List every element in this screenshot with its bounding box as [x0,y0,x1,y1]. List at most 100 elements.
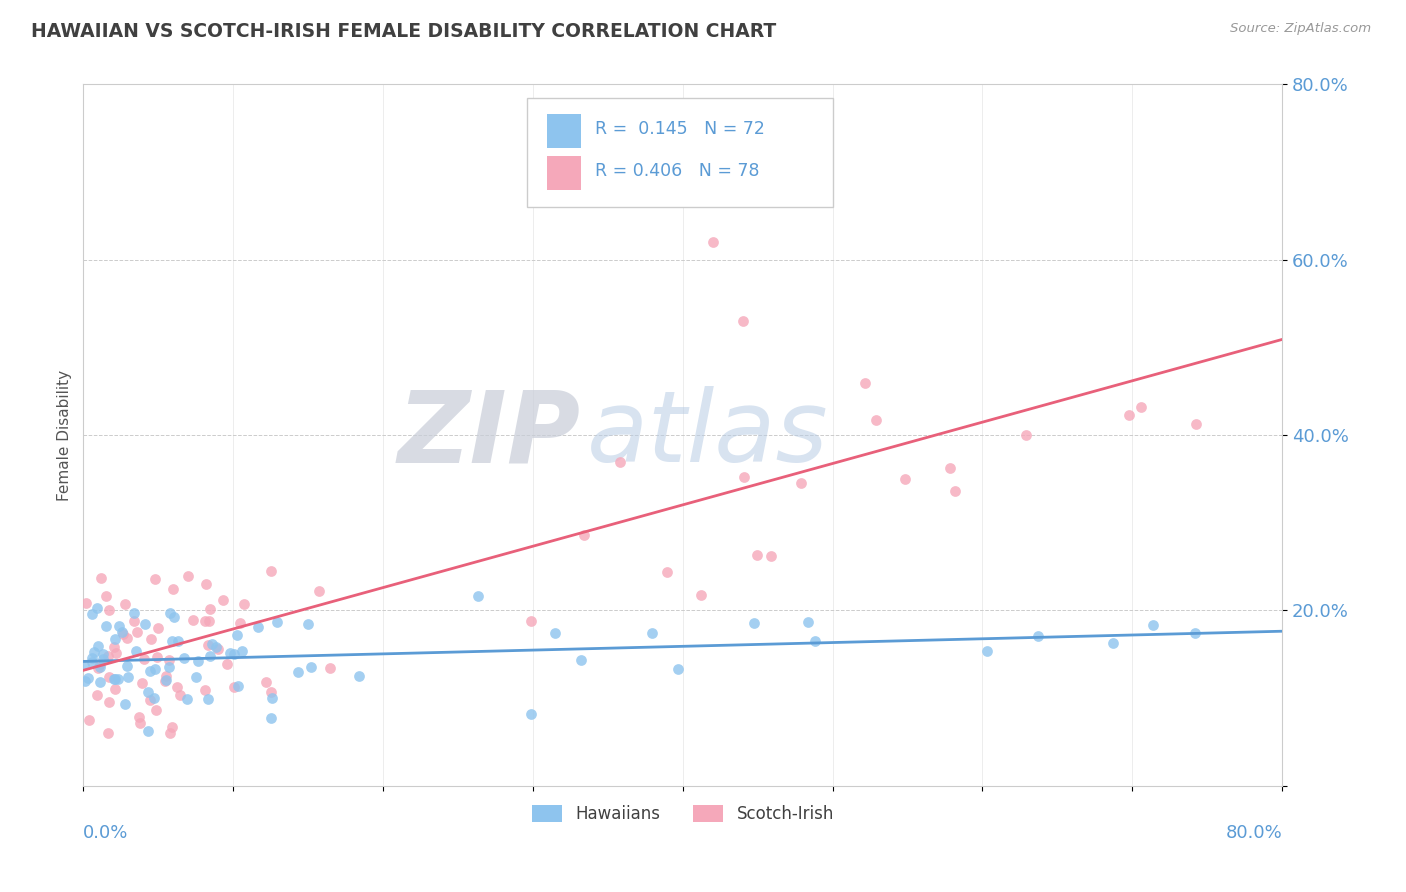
Point [111,625,134,640]
Point [193,683,215,698]
Point [80,650,103,665]
FancyBboxPatch shape [527,98,832,207]
Point [114,697,136,711]
Point [91,652,114,666]
Point [104,682,127,697]
Point [195,577,218,591]
Point [176,692,198,706]
Point [155,673,177,688]
Point [148,621,170,635]
Point [76,671,98,685]
Point [166,634,188,648]
Point [86,600,108,615]
Point [141,632,163,647]
Point [111,627,134,641]
Point [347,669,370,683]
Point [89,657,111,672]
Point [790,476,813,491]
Point [894,472,917,486]
Point [159,726,181,740]
Point [157,660,180,674]
Text: R =  0.145   N = 72: R = 0.145 N = 72 [595,120,765,137]
Point [733,469,755,483]
Point [855,376,877,390]
Point [666,662,689,676]
Point [233,597,256,611]
Point [136,685,159,699]
Point [114,597,136,611]
Point [86,688,108,702]
Point [1130,400,1153,414]
Point [160,633,183,648]
Point [136,723,159,738]
Point [217,657,239,671]
FancyBboxPatch shape [547,156,581,190]
Point [287,665,309,680]
Point [132,652,155,666]
Point [75,596,97,610]
Point [187,654,209,668]
Point [169,689,191,703]
Point [142,691,165,706]
Point [94,589,117,603]
Point [173,651,195,665]
Point [159,606,181,620]
Point [91,648,114,662]
Point [742,615,765,630]
Point [155,668,177,682]
Point [103,672,125,686]
Point [89,660,111,674]
Point [207,642,229,657]
Point [569,653,592,667]
Text: 0.0%: 0.0% [83,824,129,842]
Point [1184,625,1206,640]
Point [804,634,827,648]
Text: Source: ZipAtlas.com: Source: ZipAtlas.com [1230,22,1371,36]
Point [124,606,146,620]
Point [211,593,233,607]
Point [97,649,120,664]
Point [162,610,184,624]
Point [519,707,541,722]
Point [731,314,754,328]
Point [82,656,104,670]
Point [96,726,118,740]
Point [98,670,121,684]
Point [297,616,319,631]
Point [166,680,188,694]
Point [96,619,118,633]
Point [205,640,228,654]
Point [319,661,342,675]
Point [122,615,145,629]
Y-axis label: Female Disability: Female Disability [58,369,72,500]
Point [655,565,678,579]
Point [260,684,283,698]
Point [229,615,252,630]
Point [139,692,162,706]
Point [87,660,110,674]
Point [104,672,127,686]
Point [1142,617,1164,632]
Point [198,649,221,664]
Point [103,640,125,654]
Point [200,602,222,616]
Point [143,662,166,676]
Point [537,183,560,197]
Point [1101,635,1123,649]
Point [308,583,330,598]
Point [266,615,288,629]
Point [1026,629,1049,643]
Point [105,646,128,660]
Point [177,569,200,583]
Point [299,659,322,673]
Point [97,603,120,617]
Point [72,657,94,672]
Point [157,653,180,667]
Point [1184,417,1206,432]
Point [107,672,129,686]
Point [129,715,152,730]
Point [222,647,245,661]
Point [128,710,150,724]
Point [943,483,966,498]
FancyBboxPatch shape [547,114,581,147]
